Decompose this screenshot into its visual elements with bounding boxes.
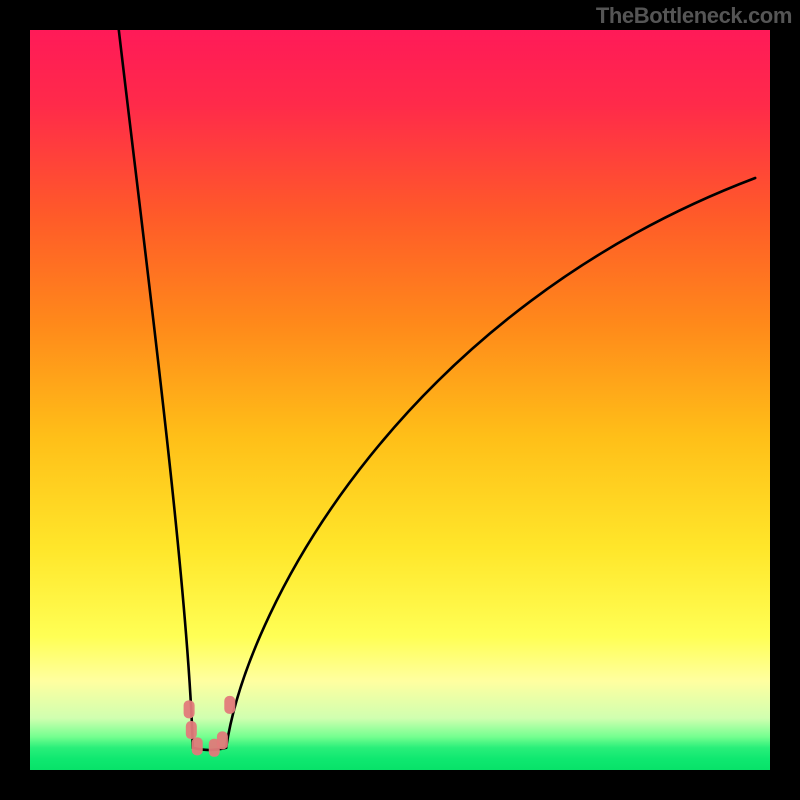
accent-markers [30, 30, 770, 770]
plot-area [30, 30, 770, 770]
accent-marker [224, 696, 235, 714]
accent-marker [184, 700, 195, 718]
figure-root: TheBottleneck.com [0, 0, 800, 800]
watermark-text: TheBottleneck.com [596, 3, 792, 29]
accent-marker [217, 731, 228, 749]
accent-marker [192, 737, 203, 755]
accent-marker [186, 721, 197, 739]
